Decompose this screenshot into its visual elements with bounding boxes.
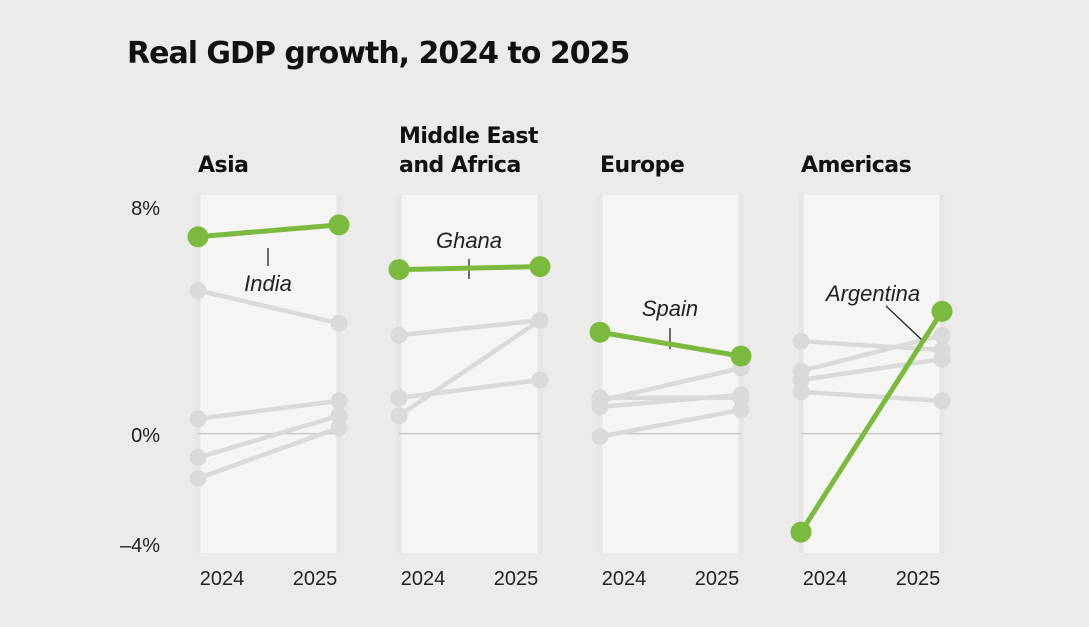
highlight-line xyxy=(597,329,744,359)
context-series xyxy=(189,407,348,467)
context-point-2024 xyxy=(189,410,207,428)
context-point-2025 xyxy=(531,371,549,389)
context-point-2024 xyxy=(390,389,408,407)
context-point-2025 xyxy=(933,326,951,344)
y-tick-label-minus4: –4% xyxy=(120,535,160,557)
highlight-country-label: India xyxy=(244,271,292,296)
highlight-point-2024 xyxy=(187,226,209,248)
highlight-series: Ghana xyxy=(388,228,551,281)
highlight-point-2024 xyxy=(388,259,410,281)
highlight-point-2025 xyxy=(529,256,551,278)
highlight-country-label: Ghana xyxy=(436,228,502,253)
panel-0: Asia India 2024 2025 xyxy=(187,153,350,590)
context-line xyxy=(798,389,945,404)
context-point-2024 xyxy=(189,281,207,299)
highlight-line xyxy=(798,308,945,535)
highlight-line xyxy=(195,222,342,240)
panel-1: Middle East and Africa Ghana 2024 2025 xyxy=(388,124,551,590)
region-title-line: Asia xyxy=(198,153,249,178)
context-point-2024 xyxy=(591,428,609,446)
context-line xyxy=(396,377,543,401)
context-series xyxy=(792,383,951,410)
region-title: Americas xyxy=(801,153,912,178)
context-line xyxy=(195,398,342,421)
context-point-2025 xyxy=(732,401,750,419)
x-tick-label-2024: 2024 xyxy=(200,568,245,590)
panel-3: Americas Argentina 2024 2025 xyxy=(790,153,953,590)
highlight-series: Spain xyxy=(589,296,752,367)
x-tick-label-2025: 2025 xyxy=(494,568,539,590)
y-tick-label-0: 0% xyxy=(131,425,160,447)
context-line xyxy=(798,332,945,374)
context-point-2025 xyxy=(531,311,549,329)
label-leader-line xyxy=(885,305,924,342)
context-series xyxy=(189,419,348,487)
context-series xyxy=(189,392,348,428)
context-point-2025 xyxy=(330,314,348,332)
context-point-2024 xyxy=(390,407,408,425)
highlight-line xyxy=(396,264,543,273)
context-point-2024 xyxy=(792,371,810,389)
highlight-series: India xyxy=(187,214,350,296)
context-line xyxy=(597,407,744,439)
x-tick-label-2025: 2025 xyxy=(695,568,740,590)
highlight-series: Argentina xyxy=(790,281,953,543)
context-line xyxy=(396,318,543,419)
highlight-point-2025 xyxy=(730,345,752,367)
context-line xyxy=(195,425,342,481)
context-series xyxy=(591,401,750,446)
context-point-2025 xyxy=(330,419,348,437)
region-title: Asia xyxy=(198,153,249,178)
context-point-2025 xyxy=(933,350,951,368)
context-point-2024 xyxy=(591,398,609,416)
context-point-2025 xyxy=(732,386,750,404)
x-tick-label-2025: 2025 xyxy=(293,568,338,590)
highlight-point-2024 xyxy=(589,321,611,343)
context-line xyxy=(195,288,342,326)
panel-plot-area xyxy=(399,195,540,553)
highlight-point-2025 xyxy=(931,300,953,322)
context-point-2024 xyxy=(390,326,408,344)
context-series xyxy=(792,350,951,389)
region-title-line: and Africa xyxy=(399,153,521,178)
y-tick-label-8: 8% xyxy=(131,198,160,220)
context-point-2024 xyxy=(792,383,810,401)
panel-2: Europe Spain 2024 2025 xyxy=(589,153,752,590)
x-tick-label-2024: 2024 xyxy=(602,568,647,590)
context-point-2024 xyxy=(189,449,207,467)
context-series xyxy=(390,371,549,407)
context-series xyxy=(390,311,549,425)
region-title-line: Middle East xyxy=(399,124,539,149)
context-series xyxy=(591,386,750,416)
context-line xyxy=(597,365,744,404)
x-tick-label-2025: 2025 xyxy=(896,568,941,590)
context-line xyxy=(195,413,342,460)
context-line xyxy=(396,318,543,338)
context-line xyxy=(798,356,945,383)
context-point-2025 xyxy=(933,392,951,410)
region-title-line: Europe xyxy=(600,153,684,178)
region-title: Europe xyxy=(600,153,684,178)
context-point-2025 xyxy=(330,392,348,410)
context-point-2024 xyxy=(792,332,810,350)
highlight-point-2025 xyxy=(328,214,350,236)
x-tick-label-2024: 2024 xyxy=(803,568,848,590)
context-line xyxy=(597,392,744,410)
highlight-country-label: Spain xyxy=(642,296,698,321)
x-tick-label-2024: 2024 xyxy=(401,568,446,590)
context-point-2025 xyxy=(330,407,348,425)
context-point-2024 xyxy=(189,469,207,487)
highlight-country-label: Argentina xyxy=(824,281,920,306)
region-title-line: Americas xyxy=(801,153,912,178)
context-series xyxy=(189,281,348,332)
chart-title: Real GDP growth, 2024 to 2025 xyxy=(127,36,629,71)
highlight-point-2024 xyxy=(790,521,812,543)
region-title: Middle East and Africa xyxy=(399,124,539,178)
